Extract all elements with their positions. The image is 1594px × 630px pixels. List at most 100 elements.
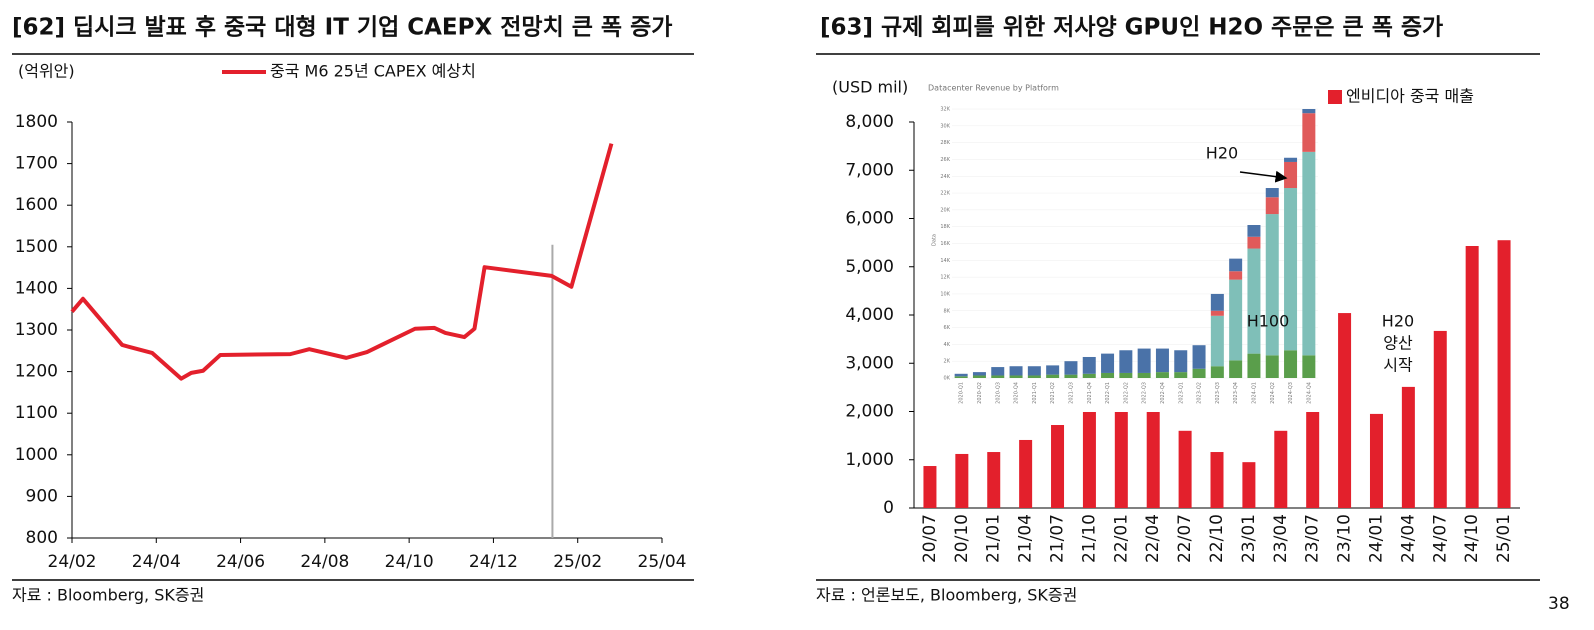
x-tick-label: 23/07 [1303, 514, 1323, 563]
bar-segment [1229, 258, 1243, 272]
bar-segment [1265, 214, 1279, 356]
x-tick-label: 22/01 [1111, 514, 1131, 563]
bar-segment [1137, 348, 1151, 373]
bar-segment [1229, 360, 1243, 378]
bar-segment [954, 373, 968, 377]
bar-segment [954, 376, 968, 378]
bar [1210, 452, 1224, 508]
bar-segment [1064, 361, 1078, 375]
bar [987, 452, 1001, 508]
x-tick-label: 2024-Q2 [1270, 382, 1276, 404]
bar-segment [1247, 353, 1261, 378]
bar-segment [1174, 372, 1188, 378]
bar-segment [1284, 350, 1298, 378]
y-tick-label: 1800 [15, 112, 58, 132]
y-tick-label: 7,000 [845, 160, 894, 180]
page-number: 38 [1548, 594, 1570, 614]
bar-segment [1210, 315, 1224, 367]
bar-segment [1046, 374, 1060, 378]
y-tick-label: 14K [940, 258, 950, 264]
legend-swatch [1328, 90, 1342, 104]
x-tick-label: 2024-Q1 [1251, 382, 1257, 404]
x-tick-label: 2020-Q4 [1014, 382, 1020, 404]
annotation: H20 [1382, 312, 1414, 331]
y-tick-label: 22K [940, 191, 950, 197]
annotation: 양산 [1383, 334, 1413, 353]
x-tick-label: 21/07 [1048, 514, 1068, 563]
y-tick-label: 28K [940, 140, 950, 146]
annotation: 시작 [1383, 356, 1413, 375]
y-tick-label: 900 [26, 486, 58, 506]
bar-segment [1265, 188, 1279, 198]
y-tick-label: 12K [940, 275, 950, 281]
x-tick-label: 22/07 [1175, 514, 1195, 563]
bar [1306, 411, 1320, 508]
bar-segment [1082, 356, 1096, 374]
x-tick-label: 24/04 [132, 552, 181, 572]
bar-segment [1284, 161, 1298, 189]
y-axis-label: Data [932, 234, 938, 246]
bar [1114, 411, 1128, 508]
bar [1242, 462, 1256, 508]
source: 자료 : 언론보도, Bloomberg, SK증권 [816, 586, 1077, 605]
bar [1019, 439, 1033, 508]
x-tick-label: 21/10 [1079, 514, 1099, 563]
arrow [1239, 170, 1288, 183]
y-tick-label: 1400 [15, 278, 58, 298]
y-tick-label: 1300 [15, 320, 58, 340]
chart-title: [63] 규제 회피를 위한 저사양 GPU인 H2O 주문은 큰 폭 증가 [820, 15, 1443, 41]
bar-segment [1210, 310, 1224, 316]
bar-segment [1302, 355, 1316, 378]
y-tick-label: 2K [944, 359, 951, 365]
x-tick-label: 2022-Q1 [1105, 382, 1111, 404]
x-tick-label: 21/01 [984, 514, 1004, 563]
bar [1465, 246, 1479, 508]
bar-segment [1064, 374, 1078, 378]
bar [923, 466, 937, 508]
x-tick-label: 25/02 [553, 552, 602, 572]
bar [1338, 313, 1352, 508]
x-tick-label: 2023-Q2 [1197, 382, 1203, 404]
bar-segment [1027, 375, 1041, 378]
y-tick-label: 0K [944, 376, 951, 382]
y-tick-label: 6,000 [845, 209, 894, 229]
bar [1082, 411, 1096, 508]
x-tick-label: 22/10 [1207, 514, 1227, 563]
bar-segment [1192, 368, 1206, 378]
x-tick-label: 24/01 [1366, 514, 1386, 563]
line-series [70, 143, 614, 381]
x-tick-label: 2020-Q1 [959, 382, 965, 404]
x-tick-label: 2023-Q1 [1178, 382, 1184, 404]
inset-title: Datacenter Revenue by Platform [928, 84, 1059, 93]
bar-segment [1210, 293, 1224, 311]
legend-label: 엔비디아 중국 매출 [1346, 87, 1474, 106]
bar [1178, 430, 1192, 508]
bar-segment [1082, 373, 1096, 378]
bar-segment [1046, 365, 1060, 375]
y-tick-label: 1,000 [845, 450, 894, 470]
legend-label: 중국 M6 25년 CAPEX 예상치 [270, 62, 476, 81]
bar [1401, 386, 1415, 508]
x-tick-label: 24/07 [1430, 514, 1450, 563]
x-tick-label: 24/12 [469, 552, 518, 572]
y-tick-label: 1700 [15, 154, 58, 174]
bar-segment [1302, 151, 1316, 356]
y-tick-label: 1500 [15, 237, 58, 257]
x-tick-label: 25/04 [638, 552, 687, 572]
bar-segment [1192, 345, 1206, 369]
x-tick-label: 21/04 [1016, 514, 1036, 563]
y-tick-label: 4,000 [845, 305, 894, 325]
bar-segment [1247, 236, 1261, 249]
y-tick-label: 1000 [15, 445, 58, 465]
bar-segment [1265, 197, 1279, 215]
bar-segment [1009, 366, 1023, 376]
y-tick-label: 5,000 [845, 257, 894, 277]
x-tick-label: 2021-Q3 [1068, 382, 1074, 404]
bar-segment [1027, 366, 1041, 376]
x-tick-label: 2021-Q4 [1087, 382, 1093, 404]
bar-segment [1302, 109, 1316, 114]
bar [955, 453, 969, 508]
bar-segment [972, 372, 986, 376]
bar-segment [1119, 372, 1133, 378]
